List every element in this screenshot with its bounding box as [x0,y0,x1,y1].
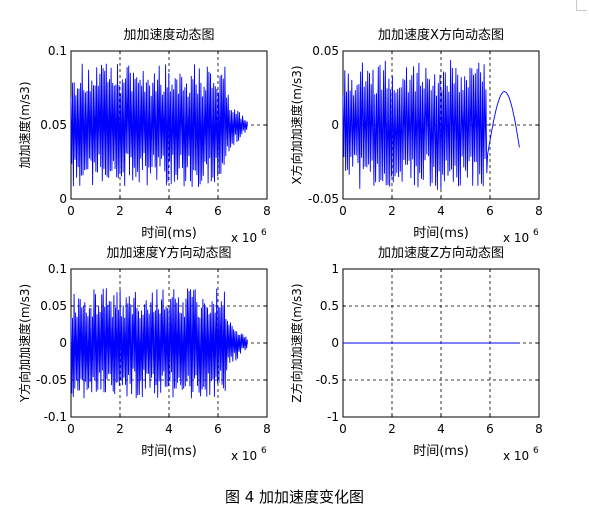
x-axis-label: 时间(ms) [413,444,469,459]
chart-title-2: 加加速度X方向动态图 [378,27,504,43]
x-tick-label: 6 [486,422,494,436]
x-exponent-label: x 10 [231,231,257,245]
figure-caption: 图 4 加加速度变化图 [224,488,365,506]
series-line-1 [70,63,248,187]
x-tick-label: 4 [437,422,445,436]
y-tick-label: -0.05 [308,192,339,206]
y-axis-label: X方向加加速度(m/s3) [289,65,304,184]
y-tick-label: 0.05 [312,44,339,58]
x-axis-label: 时间(ms) [141,226,197,241]
series-line-3 [70,288,248,399]
x-tick-label: 0 [67,422,75,436]
y-tick-label: 0 [59,336,67,350]
y-tick-label: 0.05 [40,299,67,313]
y-tick-label: -0.1 [44,410,67,424]
x-tick-label: 0 [339,422,347,436]
x-tick-label: 4 [165,204,173,218]
x-tick-label: 2 [388,204,396,218]
x-tick-label: 4 [165,422,173,436]
x-tick-label: 0 [67,204,75,218]
y-axis-label: Y方向加加速度(m/s3) [17,284,32,403]
y-axis-label: Z方向加加速度(m/s3) [289,283,304,402]
x-exponent-label: x 10 [503,231,529,245]
chart-title-3: 加加速度Y方向动态图 [107,245,232,261]
x-tick-label: 8 [263,422,271,436]
x-tick-label: 4 [437,204,445,218]
x-tick-label: 8 [535,204,543,218]
x-tick-label: 2 [388,422,396,436]
y-tick-label: 0 [331,118,339,132]
series-line-2 [342,60,520,190]
y-tick-label: -0.5 [316,373,339,387]
x-tick-label: 2 [116,422,124,436]
y-tick-label: 0 [331,336,339,350]
y-tick-label: 0.5 [320,299,339,313]
y-tick-label: -1 [327,410,339,424]
y-tick-label: 0.1 [48,262,67,276]
x-tick-label: 8 [263,204,271,218]
y-axis-label: 加加速度(m/s3) [17,82,32,169]
x-tick-label: 6 [214,204,222,218]
x-axis-label: 时间(ms) [413,226,469,241]
y-tick-label: 1 [331,262,339,276]
x-tick-label: 6 [214,422,222,436]
x-tick-label: 0 [339,204,347,218]
y-tick-label: 0 [59,192,67,206]
page-corner-mark [576,0,587,11]
x-exponent-power: 6 [261,228,267,238]
x-exponent-power: 6 [261,446,267,456]
y-tick-label: 0.05 [40,118,67,132]
x-exponent-label: x 10 [231,449,257,463]
x-exponent-power: 6 [533,446,539,456]
chart-title-4: 加加速度Z方向动态图 [378,245,504,261]
x-exponent-power: 6 [533,228,539,238]
x-tick-label: 6 [486,204,494,218]
chart-title-1: 加加速度动态图 [123,27,214,43]
x-tick-label: 2 [116,204,124,218]
y-tick-label: 0.1 [48,44,67,58]
x-exponent-label: x 10 [503,449,529,463]
y-tick-label: -0.05 [36,373,67,387]
x-axis-label: 时间(ms) [141,444,197,459]
x-tick-label: 8 [535,422,543,436]
